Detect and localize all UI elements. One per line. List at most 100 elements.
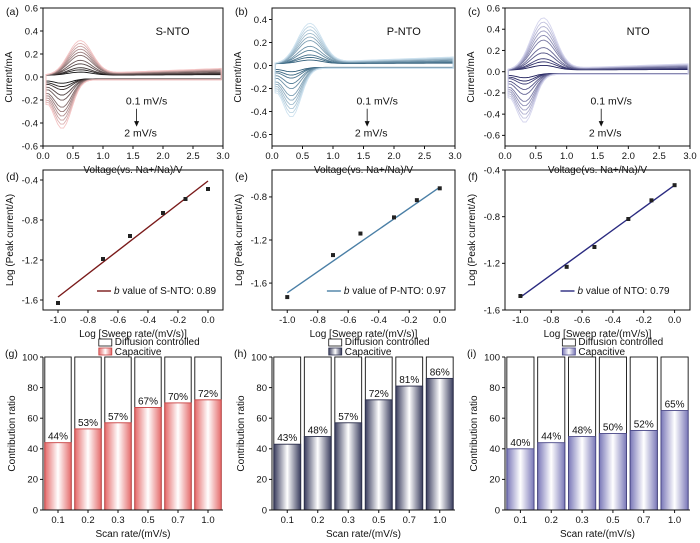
bar-value-label: 57%: [338, 412, 358, 423]
fit-line: [286, 186, 441, 294]
x-tick-label: 0.0: [668, 315, 681, 326]
x-tick-label: -0.2: [170, 315, 186, 326]
x-tick-label: 1.0: [96, 151, 109, 162]
y-axis-label: Current/mA: [4, 51, 15, 102]
x-tick-label: 0.5: [529, 151, 542, 162]
x-tick-label: 0.2: [81, 515, 94, 526]
plot-frame: [271, 7, 456, 147]
y-axis-label: Current/mA: [233, 51, 244, 102]
x-tick-label: 0.1: [281, 515, 294, 526]
x-tick-label: 0.3: [111, 515, 124, 526]
y-tick-label: 80: [256, 383, 267, 394]
panel-label: (d): [6, 171, 19, 183]
y-tick-label: -0.2: [22, 95, 38, 106]
x-tick-label: 0.7: [403, 515, 416, 526]
bar-capacitive: [568, 436, 597, 511]
data-point: [626, 217, 631, 221]
x-tick-label: -0.2: [401, 315, 417, 326]
scan-rate-arrowhead: [134, 121, 140, 127]
data-point: [437, 186, 442, 191]
plot-frame: [504, 169, 691, 311]
scan-rate-top-label: 0.1 mV/s: [590, 96, 631, 108]
cv-curve: [45, 42, 222, 125]
y-axis-label: Contribution ratio: [236, 395, 247, 472]
x-tick-label: 0.3: [342, 515, 355, 526]
y-tick-label: -0.2: [484, 88, 500, 99]
x-tick-label: 1.0: [201, 515, 214, 526]
y-tick-label: -1.6: [22, 295, 38, 306]
y-tick-label: 0.2: [254, 38, 267, 49]
y-tick-label: -1.6: [251, 278, 267, 289]
x-tick-label: 0.0: [433, 315, 446, 326]
scan-rate-top-label: 0.1 mV/s: [126, 96, 167, 108]
bar-value-label: 43%: [277, 433, 297, 444]
bar-capacitive: [273, 443, 302, 511]
x-tick-label: -0.6: [574, 315, 590, 326]
cv-curve: [507, 52, 689, 90]
bar-capacitive: [134, 407, 162, 511]
y-tick-label: -0.8: [22, 215, 38, 226]
x-tick-label: 2.5: [653, 151, 666, 162]
x-tick-label: 0.2: [545, 515, 558, 526]
panel-label: (a): [6, 6, 19, 18]
x-tick-label: 1.0: [326, 151, 339, 162]
y-axis-label: Log (Peak current/A): [234, 194, 245, 286]
y-tick-label: 0: [262, 505, 267, 516]
x-tick-label: 1.5: [591, 151, 604, 162]
y-tick-label: 0.6: [25, 3, 38, 14]
y-tick-label: -0.4: [251, 107, 267, 118]
x-tick-label: 2.5: [186, 151, 199, 162]
panel-label: (h): [234, 348, 247, 360]
x-tick-label: 2.5: [418, 151, 431, 162]
x-tick-label: 0.1: [51, 515, 64, 526]
data-point: [592, 245, 597, 249]
y-tick-label: 100: [251, 352, 267, 363]
x-tick-label: 2.0: [622, 151, 635, 162]
x-tick-label: -0.8: [310, 315, 326, 326]
bar-capacitive: [506, 448, 535, 511]
y-tick-label: -1.2: [22, 255, 38, 266]
legend-swatch-diffusion: [328, 338, 343, 347]
x-axis-label: Log [Sweep rate/(mV/s)]: [79, 329, 187, 340]
y-tick-label: 60: [27, 414, 38, 425]
x-axis-label: Scan rate/(mV/s): [95, 529, 170, 540]
y-tick-label: -0.4: [484, 165, 500, 176]
bar-capacitive: [629, 429, 658, 511]
y-tick-label: -0.8: [484, 212, 500, 223]
y-tick-label: 0.6: [487, 3, 500, 14]
legend-swatch-capacitive: [561, 347, 576, 356]
bar-value-label: 70%: [168, 392, 188, 403]
x-tick-label: 3.0: [448, 151, 461, 162]
data-point: [358, 231, 363, 236]
cv-panel-b: 0.0 0.5 1.0 1.5 2.0 2.5 3.0 -0.6 -0.4 -0.2 0.0 0.2 0…: [233, 6, 462, 176]
x-tick-label: -0.4: [371, 315, 387, 326]
plot-frame: [42, 169, 224, 311]
y-tick-label: 80: [489, 383, 500, 394]
data-point: [101, 257, 105, 261]
y-tick-label: -0.6: [484, 131, 500, 142]
x-tick-label: -0.6: [110, 315, 126, 326]
bar-panel-i: 40% 0.1 44% 0.2 48% 0.3 50% 0.5 52% 0.7 65% 1.0 0 20 4…: [467, 337, 690, 540]
y-tick-label: -1.6: [484, 305, 500, 316]
x-tick-label: 0.5: [141, 515, 154, 526]
bar-value-label: 65%: [665, 400, 685, 411]
x-tick-label: 0.5: [66, 151, 79, 162]
legend-swatch-capacitive: [328, 347, 343, 356]
y-axis-label: Log (Peak current/A): [5, 194, 16, 286]
data-point: [392, 215, 396, 220]
y-tick-label: 40: [489, 444, 500, 455]
y-tick-label: -0.8: [251, 192, 267, 203]
x-tick-label: 0.5: [372, 515, 385, 526]
legend-swatch-diffusion: [561, 338, 576, 347]
y-tick-label: 80: [27, 383, 38, 394]
scan-rate-bottom-label: 2 mV/s: [124, 127, 157, 139]
x-tick-label: 0.3: [575, 515, 588, 526]
bar-value-label: 53%: [78, 418, 98, 429]
bar-value-label: 72%: [369, 389, 389, 400]
legend-swatch-capacitive: [98, 347, 113, 356]
x-tick-label: 0.5: [296, 151, 309, 162]
y-tick-label: -1.2: [484, 259, 500, 270]
x-tick-label: 1.5: [126, 151, 139, 162]
bar-capacitive: [660, 410, 689, 511]
